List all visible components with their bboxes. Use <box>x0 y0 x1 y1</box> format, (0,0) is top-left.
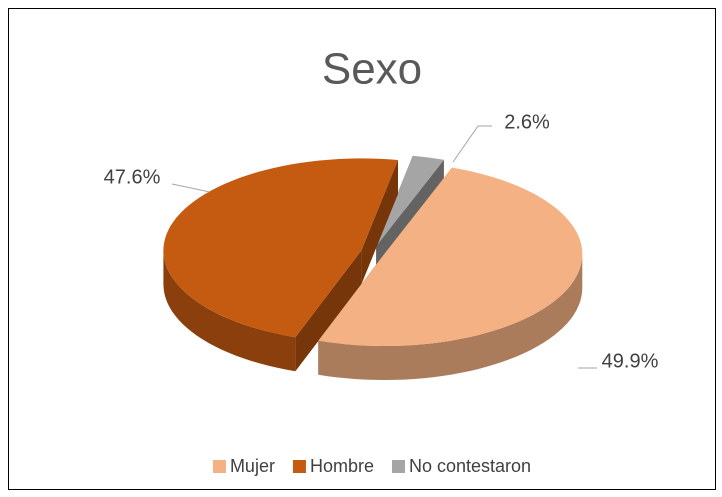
leader-line <box>452 125 492 163</box>
legend-swatch <box>292 460 306 473</box>
legend-label: No contestaron <box>409 456 531 476</box>
chart-title: Sexo <box>322 45 422 94</box>
slice-side <box>318 254 583 380</box>
slice-wall <box>361 160 398 285</box>
slice-wall <box>295 250 362 372</box>
slice <box>318 167 583 346</box>
data-label: 49.9% <box>602 350 659 372</box>
leader-line <box>171 183 211 193</box>
slice <box>318 167 583 380</box>
legend-swatch <box>212 460 226 473</box>
data-label: 2.6% <box>504 111 550 133</box>
slice-side <box>163 250 296 372</box>
slice <box>163 158 398 372</box>
slice <box>376 155 444 247</box>
legend-label: Hombre <box>310 456 374 476</box>
slice <box>163 158 398 338</box>
legend-swatch <box>391 460 405 473</box>
legend-label: Mujer <box>230 456 275 476</box>
data-label: 47.6% <box>104 166 161 188</box>
